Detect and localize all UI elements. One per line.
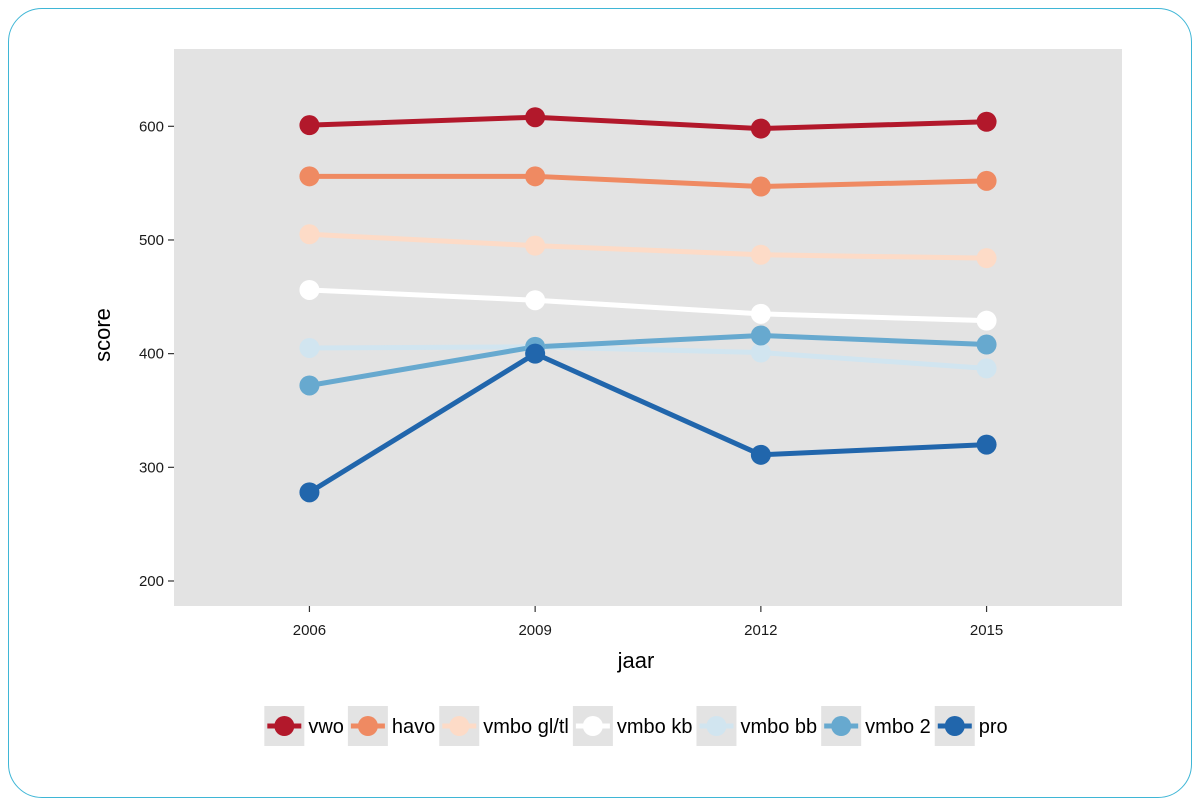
series-points (299, 107, 997, 503)
data-point-vmbo-kb (976, 310, 997, 331)
legend-key-point (944, 716, 965, 736)
legend-label: vmbo 2 (865, 716, 931, 738)
legend-key-point (357, 716, 378, 736)
y-tick-label: 400 (139, 346, 164, 363)
legend-item-vmbo-kb: vmbo kb (572, 706, 693, 746)
series-line-havo (309, 173, 987, 190)
series-line-vmbo-2 (309, 332, 987, 388)
legend-label: pro (979, 716, 1008, 738)
legend-label: vmbo kb (617, 716, 693, 738)
legend-key-point (274, 716, 295, 736)
data-point-vwo (299, 115, 320, 136)
data-point-vmbo-kb (299, 279, 320, 300)
data-point-vmbo-gl-tl (750, 244, 771, 265)
series-line-pro (308, 351, 987, 495)
y-tick-label: 200 (139, 573, 164, 590)
legend-label: vmbo gl/tl (483, 716, 569, 738)
data-point-vmbo-kb (525, 290, 546, 311)
x-axis: 2006 2009 2012 2015 (293, 606, 1003, 639)
data-point-vwo (525, 107, 546, 128)
legend-item-vwo: vwo (264, 706, 344, 746)
data-point-vmbo-bb (299, 337, 320, 358)
legend-item-vmbo-2: vmbo 2 (821, 706, 931, 746)
series-line-vmbo-bb (309, 344, 987, 371)
y-tick-label: 300 (139, 459, 164, 476)
data-point-vmbo-gl-tl (976, 248, 997, 269)
data-point-vmbo-gl-tl (525, 235, 546, 256)
x-axis-title: jaar (617, 648, 655, 673)
data-point-vmbo-bb (976, 358, 997, 379)
y-tick-label: 600 (139, 118, 164, 135)
legend-item-havo: havo (347, 706, 435, 746)
data-point-pro (750, 444, 771, 465)
data-point-vmbo-bb (750, 342, 771, 363)
data-point-vmbo-kb (750, 303, 771, 324)
legend-key-point (449, 716, 470, 736)
data-point-havo (299, 166, 320, 187)
x-tick-label: 2015 (970, 622, 1003, 639)
legend-item-pro: pro (934, 706, 1008, 746)
data-point-pro (299, 482, 320, 503)
y-tick-label: 500 (139, 232, 164, 249)
legend: vwo havo vmbo gl/tl vmbo kb vmbo bb vmbo 2 pro (264, 706, 1008, 746)
data-point-vmbo-2 (299, 375, 320, 396)
legend-key-point (831, 716, 852, 736)
series-lines (308, 114, 987, 495)
legend-label: vmbo bb (740, 716, 817, 738)
series-line-vwo (309, 114, 987, 132)
series-line-vmbo-gl-tl (309, 231, 987, 261)
data-point-havo (976, 170, 997, 191)
data-point-pro (976, 434, 997, 455)
legend-key-point (706, 716, 727, 736)
data-point-vwo (750, 118, 771, 139)
data-point-vmbo-gl-tl (299, 224, 320, 245)
data-point-havo (750, 176, 771, 197)
legend-label: vwo (308, 716, 344, 738)
data-point-vmbo-2 (976, 334, 997, 355)
data-point-pro (525, 343, 546, 364)
y-axis: 200 300 400 500 600 (139, 118, 174, 590)
legend-item-vmbo-gl-tl: vmbo gl/tl (439, 706, 569, 746)
data-point-havo (525, 166, 546, 187)
legend-item-vmbo-bb: vmbo bb (696, 706, 817, 746)
legend-key-point (582, 716, 603, 736)
x-tick-label: 2012 (744, 622, 777, 639)
data-point-vwo (976, 111, 997, 132)
x-tick-label: 2006 (293, 622, 326, 639)
data-point-vmbo-2 (750, 325, 771, 346)
y-axis-title: score (90, 308, 115, 362)
x-tick-label: 2009 (518, 622, 551, 639)
legend-label: havo (392, 716, 435, 738)
plot-panel (174, 49, 1122, 606)
series-line-vmbo-kb (309, 287, 987, 324)
